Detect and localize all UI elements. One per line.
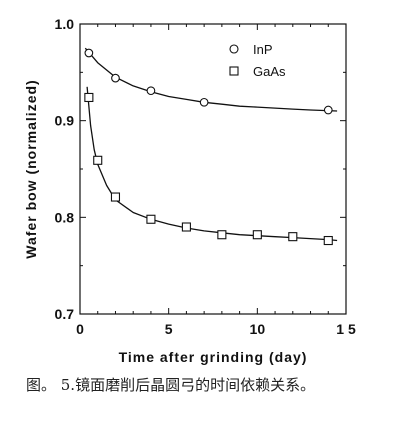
data-point-gaas	[288, 232, 298, 242]
data-point-gaas	[110, 192, 121, 202]
y-tick-label: 0.9	[55, 113, 75, 129]
legend-label-gaas: GaAs	[253, 64, 286, 79]
wafer-bow-chart: 0 5 10 1 5 0.7 0.8 0.9 1.0 InP GaAs Time after…	[23, 16, 356, 365]
y-tick-label: 1.0	[55, 16, 75, 32]
data-point-gaas	[217, 230, 227, 240]
data-point-inp	[146, 86, 156, 96]
legend-label-inp: InP	[253, 42, 273, 57]
y-axis-title: Wafer bow (normalized)	[23, 79, 39, 258]
fit-curve-inp	[84, 47, 338, 112]
data-point-gaas	[252, 230, 262, 240]
data-point-inp	[84, 48, 94, 58]
legend-circle-marker	[229, 44, 239, 54]
data-point-gaas	[93, 155, 103, 165]
x-tick-label: 5	[165, 321, 173, 337]
data-point-inp	[199, 97, 209, 107]
x-tick-labels: 0 5 10 1 5	[76, 321, 356, 337]
data-point-gaas	[323, 235, 333, 246]
legend: InP GaAs	[229, 42, 286, 79]
x-axis-title: Time after grinding (day)	[119, 349, 308, 365]
data-point-gaas	[181, 222, 191, 232]
x-tick-label: 1 5	[336, 321, 356, 337]
data-point-gaas	[84, 92, 94, 103]
y-tick-labels: 0.7 0.8 0.9 1.0	[55, 16, 75, 322]
y-tick-label: 0.8	[55, 209, 75, 225]
legend-square-marker	[229, 66, 239, 76]
data-points	[84, 48, 333, 246]
plot-frame	[79, 23, 347, 315]
data-point-inp	[323, 105, 333, 115]
data-point-inp	[111, 73, 120, 83]
figure-caption: 图。 5.镜面磨削后晶圆弓的时间依赖关系。	[26, 376, 316, 394]
fit-curves	[84, 47, 338, 242]
y-tick-label: 0.7	[55, 306, 75, 322]
x-tick-label: 10	[250, 321, 266, 337]
data-point-gaas	[146, 214, 156, 224]
tick-marks	[79, 23, 347, 315]
x-tick-label: 0	[76, 321, 84, 337]
